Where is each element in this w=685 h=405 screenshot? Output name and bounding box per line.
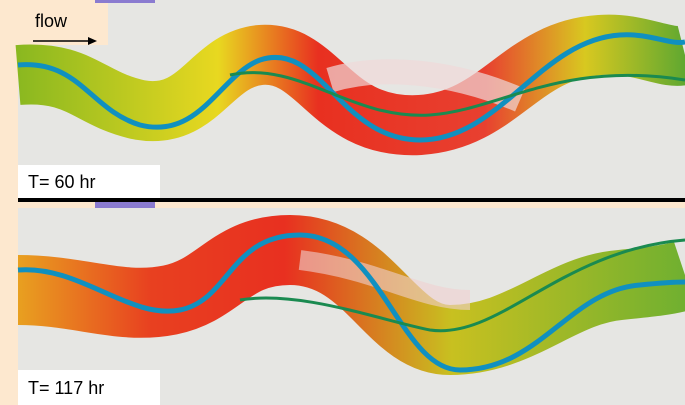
panel-top: T= 60 hr flow [18,0,685,198]
marker [95,0,155,3]
separator [18,198,685,202]
panel-label: T= 60 hr [28,172,96,192]
flow-label: flow [35,11,68,31]
marker [95,202,155,208]
figure: T= 60 hr flow T= 117 hr [0,0,685,405]
panel-bottom: T= 117 hr [18,208,685,405]
panel-label: T= 117 hr [28,378,104,398]
